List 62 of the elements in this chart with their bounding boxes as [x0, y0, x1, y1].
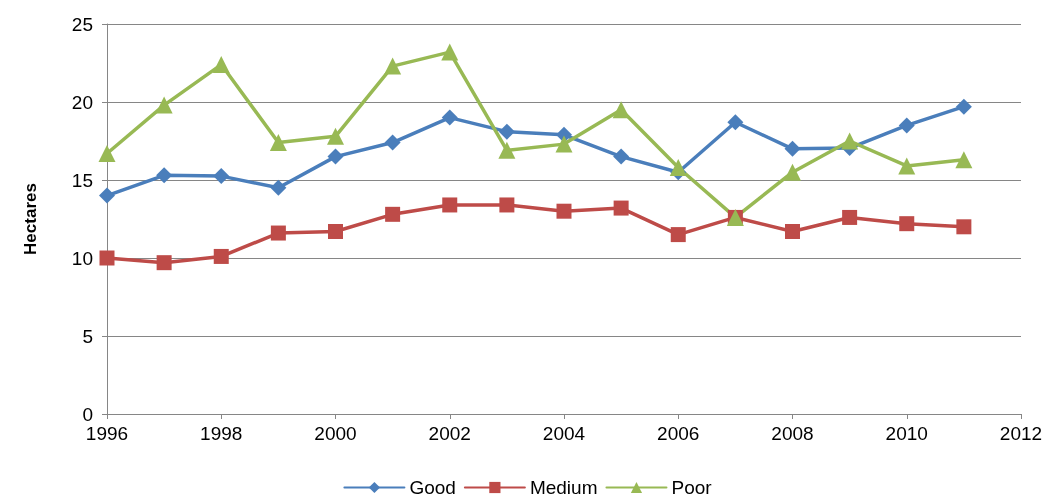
point — [613, 200, 629, 216]
legend-label: Medium — [529, 477, 598, 498]
point — [269, 134, 287, 152]
point — [212, 56, 230, 74]
point — [956, 219, 972, 235]
point — [555, 135, 573, 153]
point — [213, 248, 229, 264]
point — [785, 223, 800, 239]
point — [270, 179, 287, 196]
point — [899, 216, 915, 232]
point — [842, 209, 858, 225]
point — [499, 197, 515, 213]
point — [441, 109, 458, 126]
y-tick-label: 10 — [71, 247, 93, 269]
point — [384, 134, 401, 151]
point — [955, 151, 973, 169]
point — [213, 168, 230, 185]
point — [727, 114, 744, 131]
point — [327, 127, 344, 145]
point — [898, 157, 916, 175]
point — [156, 167, 173, 184]
point — [328, 223, 343, 239]
x-tick-label: 2010 — [885, 423, 928, 444]
x-tick-label: 2000 — [314, 423, 357, 444]
point — [385, 206, 401, 222]
point — [270, 225, 286, 241]
point — [613, 148, 630, 165]
point — [841, 132, 859, 150]
legend-label: Good — [409, 477, 456, 498]
point — [98, 144, 116, 162]
y-tick-label: 15 — [71, 169, 93, 191]
point — [99, 250, 115, 266]
x-tick-label: 1998 — [200, 423, 243, 444]
point — [898, 117, 915, 134]
point — [99, 187, 115, 204]
point — [155, 96, 173, 114]
point — [384, 57, 402, 75]
point — [442, 197, 458, 213]
x-tick-label: 1996 — [85, 423, 129, 444]
point — [498, 123, 515, 140]
y-tick-label: 20 — [71, 91, 93, 113]
y-axis-title: Hectares — [21, 183, 40, 255]
x-tick-label: 2012 — [999, 423, 1043, 444]
point — [441, 43, 459, 61]
point — [670, 227, 686, 243]
x-tick-label: 2004 — [542, 423, 586, 444]
x-tick-label: 2008 — [771, 423, 814, 444]
y-tick-label: 0 — [82, 403, 93, 425]
point — [498, 141, 516, 159]
point — [556, 203, 572, 219]
point — [156, 255, 172, 271]
x-tick-label: 2006 — [657, 423, 700, 444]
y-tick-label: 25 — [71, 13, 93, 35]
point — [784, 140, 801, 157]
point — [327, 148, 344, 165]
y-tick-label: 5 — [82, 325, 93, 347]
point — [612, 101, 630, 119]
point — [784, 163, 801, 181]
legend-label: Poor — [671, 477, 713, 498]
point — [955, 98, 972, 115]
x-tick-label: 2002 — [428, 423, 471, 444]
point — [669, 159, 687, 177]
